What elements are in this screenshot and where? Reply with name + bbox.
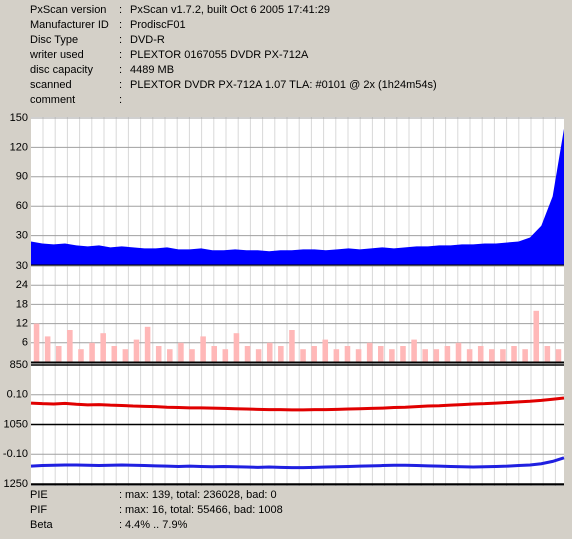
pif-bar [189, 349, 195, 362]
pif-bar [411, 339, 417, 362]
pif-bar [122, 349, 129, 362]
pif-bar [78, 349, 84, 362]
pif-bar [300, 349, 306, 362]
summary-value: 4.4% .. 7.9% [125, 519, 188, 531]
summary-label: PIF [30, 504, 47, 516]
pif-bar [222, 349, 229, 362]
y-tick-label: 30 [16, 230, 28, 242]
info-label: scanned [30, 79, 72, 91]
pif-bar [111, 346, 118, 362]
pif-bar [500, 349, 506, 362]
pif-bar [200, 336, 206, 362]
pif-bar [378, 346, 384, 362]
y-tick-label: 1050 [4, 418, 28, 430]
y-tick-label: 12 [16, 318, 28, 330]
summary-colon: : [119, 519, 122, 531]
pif-bar [233, 333, 240, 362]
summary-colon: : [119, 504, 122, 516]
pif-bar [244, 346, 251, 362]
pif-bar [533, 310, 540, 362]
y-tick-label: 60 [16, 200, 28, 212]
info-value: ProdiscF01 [130, 19, 186, 31]
y-tick-label: 120 [10, 141, 28, 153]
info-value: 4489 MB [130, 64, 174, 76]
pif-bar [455, 342, 462, 362]
pif-bar [322, 339, 329, 362]
pif-bar [422, 349, 428, 362]
pif-bar [44, 336, 51, 362]
pif-bar [89, 342, 95, 362]
info-value: PLEXTOR 0167055 DVDR PX-712A [130, 49, 309, 61]
pif-bar [544, 346, 551, 362]
y-tick-label: 18 [16, 298, 28, 310]
y-tick-label: 24 [16, 279, 28, 291]
info-colon: : [119, 94, 122, 106]
pif-bar [255, 349, 262, 362]
info-value: DVD-R [130, 34, 165, 46]
pif-bar [355, 349, 362, 362]
info-label: writer used [29, 49, 84, 61]
summary-value: max: 139, total: 236028, bad: 0 [125, 489, 277, 501]
pif-bar [489, 349, 495, 362]
y-tick-label: 30 [16, 260, 28, 272]
pif-bar [100, 333, 106, 362]
pif-bar [389, 349, 395, 362]
info-colon: : [119, 19, 122, 31]
pif-bar [466, 349, 473, 362]
pif-bar [167, 349, 173, 362]
y-tick-label: 6 [22, 337, 28, 349]
pif-bar [522, 349, 528, 362]
pif-bar [278, 346, 284, 362]
y-tick-label: 1250 [4, 478, 28, 490]
y-tick-label: 850 [10, 359, 28, 371]
pif-bar [211, 346, 217, 362]
info-colon: : [119, 34, 122, 46]
y-tick-label: 150 [10, 112, 28, 124]
y-tick-label: 0.10 [7, 389, 28, 401]
summary-value: max: 16, total: 55466, bad: 1008 [125, 504, 283, 516]
pif-bar [366, 342, 373, 362]
info-value: PxScan v1.7.2, built Oct 6 2005 17:41:29 [130, 4, 330, 16]
line-series [30, 456, 565, 470]
pif-bar [144, 326, 151, 362]
line-series [30, 396, 565, 412]
info-label: disc capacity [30, 64, 93, 76]
summary-label: PIE [30, 489, 48, 501]
pif-bar [133, 339, 140, 362]
summary-label: Beta [30, 519, 54, 531]
pif-bar [155, 346, 162, 362]
info-label: comment [30, 94, 75, 106]
info-colon: : [119, 64, 122, 76]
pif-bar [511, 346, 517, 362]
pie-area [31, 128, 564, 265]
pif-bar [433, 349, 440, 362]
pif-bar [400, 346, 406, 362]
summary-colon: : [119, 489, 122, 501]
info-colon: : [119, 79, 122, 91]
info-label: PxScan version [30, 4, 106, 16]
pif-bar [33, 323, 40, 362]
pif-bar [67, 330, 73, 362]
info-colon: : [119, 49, 122, 61]
info-value: PLEXTOR DVDR PX-712A 1.07 TLA: #0101 @ 2… [130, 79, 437, 91]
y-tick-label: 90 [16, 171, 28, 183]
info-label: Disc Type [30, 34, 78, 46]
pif-bar [555, 349, 562, 362]
info-colon: : [119, 4, 122, 16]
info-label: Manufacturer ID [30, 19, 109, 31]
pif-bar [444, 346, 451, 362]
pif-bar [289, 330, 295, 362]
pif-bar [311, 346, 317, 362]
pif-bar [477, 346, 484, 362]
plot-area [31, 117, 564, 486]
pif-bar [266, 342, 273, 362]
pif-bar [344, 346, 351, 362]
pif-bar [55, 346, 62, 362]
y-tick-label: -0.10 [3, 448, 28, 460]
pif-bar [333, 349, 340, 362]
pif-bar [178, 342, 184, 362]
